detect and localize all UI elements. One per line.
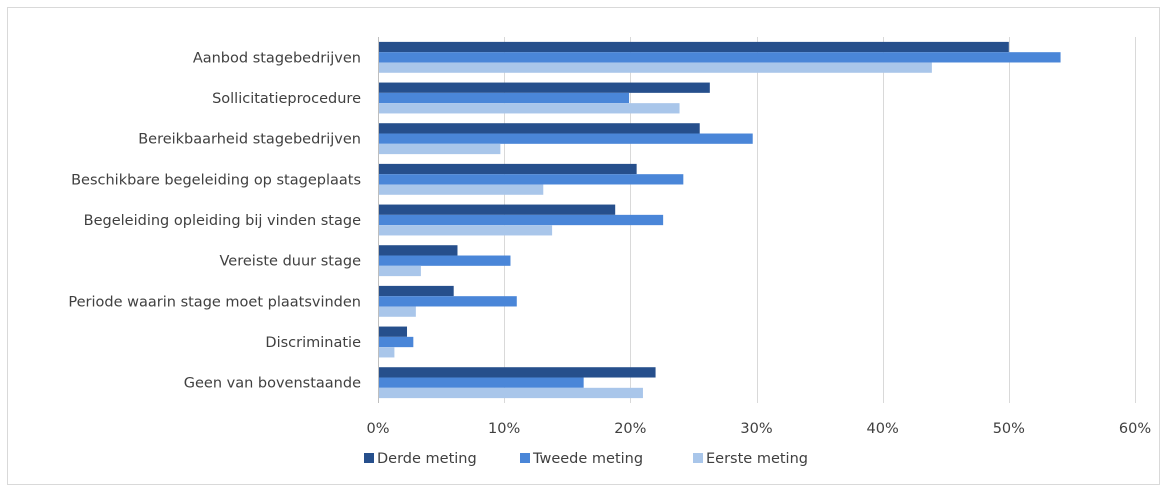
legend: Derde meting Tweede meting Eerste meting <box>364 451 808 467</box>
category-label: Aanbod stagebedrijven <box>193 50 361 66</box>
legend-label: Derde meting <box>377 451 477 467</box>
legend-swatch <box>693 453 703 463</box>
bars <box>379 41 1061 399</box>
bar <box>379 52 1061 63</box>
x-tick-label: 20% <box>614 421 646 437</box>
bar <box>379 143 501 155</box>
bar <box>379 174 684 185</box>
legend-label: Tweede meting <box>532 451 643 467</box>
category-label: Bereikbaarheid stagebedrijven <box>138 132 361 148</box>
bar <box>379 133 753 144</box>
bar <box>379 347 395 358</box>
bar <box>379 265 421 277</box>
bar <box>379 377 584 388</box>
x-tick-label: 0% <box>366 421 389 437</box>
x-tick-label: 40% <box>867 421 899 437</box>
bar <box>379 41 1009 53</box>
legend-swatch <box>364 453 374 463</box>
bar <box>379 255 511 266</box>
bar <box>379 306 416 317</box>
x-axis-tick-labels: 0% 10% 20% 30% 40% 50% 60% <box>366 421 1151 437</box>
category-label: Vereiste duur stage <box>220 254 362 270</box>
bar <box>379 82 710 93</box>
legend-label: Eerste meting <box>706 451 808 467</box>
bar <box>379 387 643 399</box>
bar <box>379 123 700 134</box>
x-tick-label: 30% <box>740 421 772 437</box>
x-tick-label: 50% <box>993 421 1025 437</box>
bar <box>379 204 616 215</box>
bar <box>379 163 637 175</box>
bar <box>379 326 408 337</box>
bar <box>379 285 454 297</box>
bar <box>379 92 630 104</box>
x-tick-label: 10% <box>488 421 520 437</box>
category-label: Begeleiding opleiding bij vinden stage <box>84 213 361 229</box>
bar <box>379 62 932 73</box>
legend-swatch <box>520 453 530 463</box>
category-label: Sollicitatieprocedure <box>212 91 361 107</box>
bar <box>379 225 553 236</box>
category-label: Geen van bovenstaande <box>184 376 361 392</box>
bar <box>379 103 680 114</box>
category-label: Periode waarin stage moet plaatsvinden <box>68 294 361 310</box>
bar <box>379 296 517 307</box>
category-label: Beschikbare begeleiding op stageplaats <box>71 172 361 188</box>
bar <box>379 184 544 195</box>
bar <box>379 336 414 348</box>
x-tick-label: 60% <box>1119 421 1151 437</box>
bar <box>379 245 458 256</box>
category-labels: Aanbod stagebedrijven Sollicitatieprocedu… <box>68 50 361 391</box>
bar <box>379 367 656 378</box>
category-label: Discriminatie <box>265 335 361 351</box>
bar <box>379 214 664 226</box>
